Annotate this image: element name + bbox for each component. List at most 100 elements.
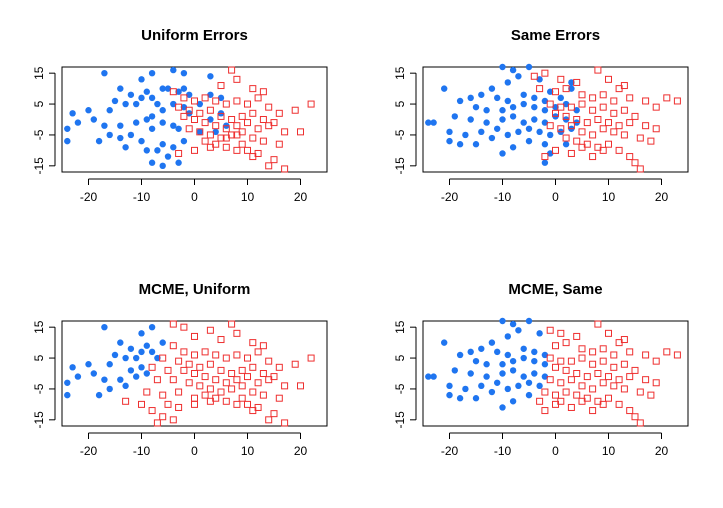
data-point-circle xyxy=(499,361,506,368)
data-point-square xyxy=(233,400,241,408)
x-tick-label: 20 xyxy=(294,444,308,458)
data-point-circle xyxy=(425,373,432,380)
y-tick-label: -5 xyxy=(393,129,407,140)
data-point-circle xyxy=(488,85,496,92)
data-point-circle xyxy=(515,73,522,80)
data-point-square xyxy=(265,416,273,424)
data-point-square xyxy=(663,94,671,102)
data-point-square xyxy=(562,388,570,396)
data-point-square xyxy=(191,146,198,154)
data-point-square xyxy=(233,146,241,154)
data-point-circle xyxy=(515,327,522,334)
data-point-square xyxy=(201,94,209,102)
data-point-circle xyxy=(536,382,543,390)
data-point-circle xyxy=(138,137,145,145)
data-point-square xyxy=(636,165,644,173)
data-point-square xyxy=(233,97,241,105)
data-point-square xyxy=(265,162,273,170)
x-tick-label: 0 xyxy=(552,190,559,204)
data-point-circle xyxy=(196,100,203,108)
data-point-circle xyxy=(138,76,145,83)
data-point-circle xyxy=(117,376,124,383)
data-point-square xyxy=(233,131,241,139)
data-point-circle xyxy=(520,373,527,380)
data-point-circle xyxy=(472,357,480,365)
data-point-circle xyxy=(467,94,474,102)
data-point-circle xyxy=(446,128,453,136)
data-point-square xyxy=(573,78,581,86)
data-point-square xyxy=(259,137,267,145)
data-point-circle xyxy=(531,103,538,111)
data-point-circle xyxy=(117,122,124,129)
data-point-circle xyxy=(446,382,453,390)
x-tick-label: -10 xyxy=(133,190,151,204)
data-point-square xyxy=(259,88,267,96)
data-point-circle xyxy=(74,373,82,380)
y-tick-label: -15 xyxy=(32,157,46,175)
x-axis: -20 -10 0 10 20 xyxy=(80,432,308,458)
data-point-circle xyxy=(536,128,543,136)
data-point-circle xyxy=(148,159,156,166)
data-point-square xyxy=(233,75,241,83)
data-point-circle xyxy=(143,370,150,377)
data-point-circle xyxy=(127,345,135,352)
x-tick-label: -20 xyxy=(80,190,98,204)
data-point-circle xyxy=(499,116,506,123)
data-point-square xyxy=(201,137,209,145)
data-point-square xyxy=(196,128,204,136)
data-point-square xyxy=(578,354,586,362)
data-point-square xyxy=(175,388,183,396)
data-point-circle xyxy=(472,395,480,402)
data-point-square xyxy=(265,122,273,130)
data-point-circle xyxy=(111,351,119,359)
x-tick-label: 20 xyxy=(655,190,669,204)
data-point-square xyxy=(536,85,544,93)
data-point-square xyxy=(222,354,230,362)
data-point-circle xyxy=(467,370,474,377)
data-point-square xyxy=(281,419,289,427)
data-point-circle xyxy=(170,66,177,74)
data-point-circle xyxy=(478,382,485,390)
data-point-circle xyxy=(515,128,522,136)
data-point-square xyxy=(541,388,549,396)
data-point-circle xyxy=(430,373,437,380)
x-tick-label: -20 xyxy=(441,444,459,458)
y-tick-label: 5 xyxy=(32,100,46,107)
data-point-square xyxy=(244,400,251,408)
data-point-circle xyxy=(159,85,166,92)
data-point-square xyxy=(217,134,225,142)
data-point-square xyxy=(307,100,315,108)
data-point-square xyxy=(573,370,581,377)
data-point-square xyxy=(143,388,151,396)
data-point-square xyxy=(673,97,681,105)
data-point-circle xyxy=(148,348,156,356)
data-point-circle xyxy=(143,88,150,95)
data-point-circle xyxy=(494,125,501,132)
data-point-square xyxy=(557,397,565,405)
series-2 xyxy=(530,66,681,173)
data-point-circle xyxy=(467,348,474,356)
scatter-panel-3: MCME, Uniform -20 -10 0 10 20 15 5 -5 -15 xyxy=(32,281,328,458)
data-point-square xyxy=(196,363,204,371)
data-point-square xyxy=(275,140,283,148)
data-point-square xyxy=(233,351,241,359)
x-tick-label: 0 xyxy=(552,444,559,458)
data-point-circle xyxy=(111,97,119,105)
data-point-circle xyxy=(69,364,76,371)
data-point-square xyxy=(201,373,209,381)
data-point-square xyxy=(206,106,214,114)
data-point-square xyxy=(615,146,623,154)
data-point-square xyxy=(663,348,671,356)
data-point-circle xyxy=(488,339,496,346)
data-point-square xyxy=(148,363,156,371)
data-point-square xyxy=(206,131,214,139)
data-point-circle xyxy=(159,162,166,170)
y-tick-label: 15 xyxy=(393,320,407,334)
data-point-circle xyxy=(541,361,549,368)
data-point-circle xyxy=(154,354,161,362)
data-point-circle xyxy=(562,100,570,108)
data-point-circle xyxy=(499,317,506,325)
data-point-square xyxy=(615,376,623,384)
data-point-circle xyxy=(541,107,549,114)
data-point-square xyxy=(122,397,130,405)
